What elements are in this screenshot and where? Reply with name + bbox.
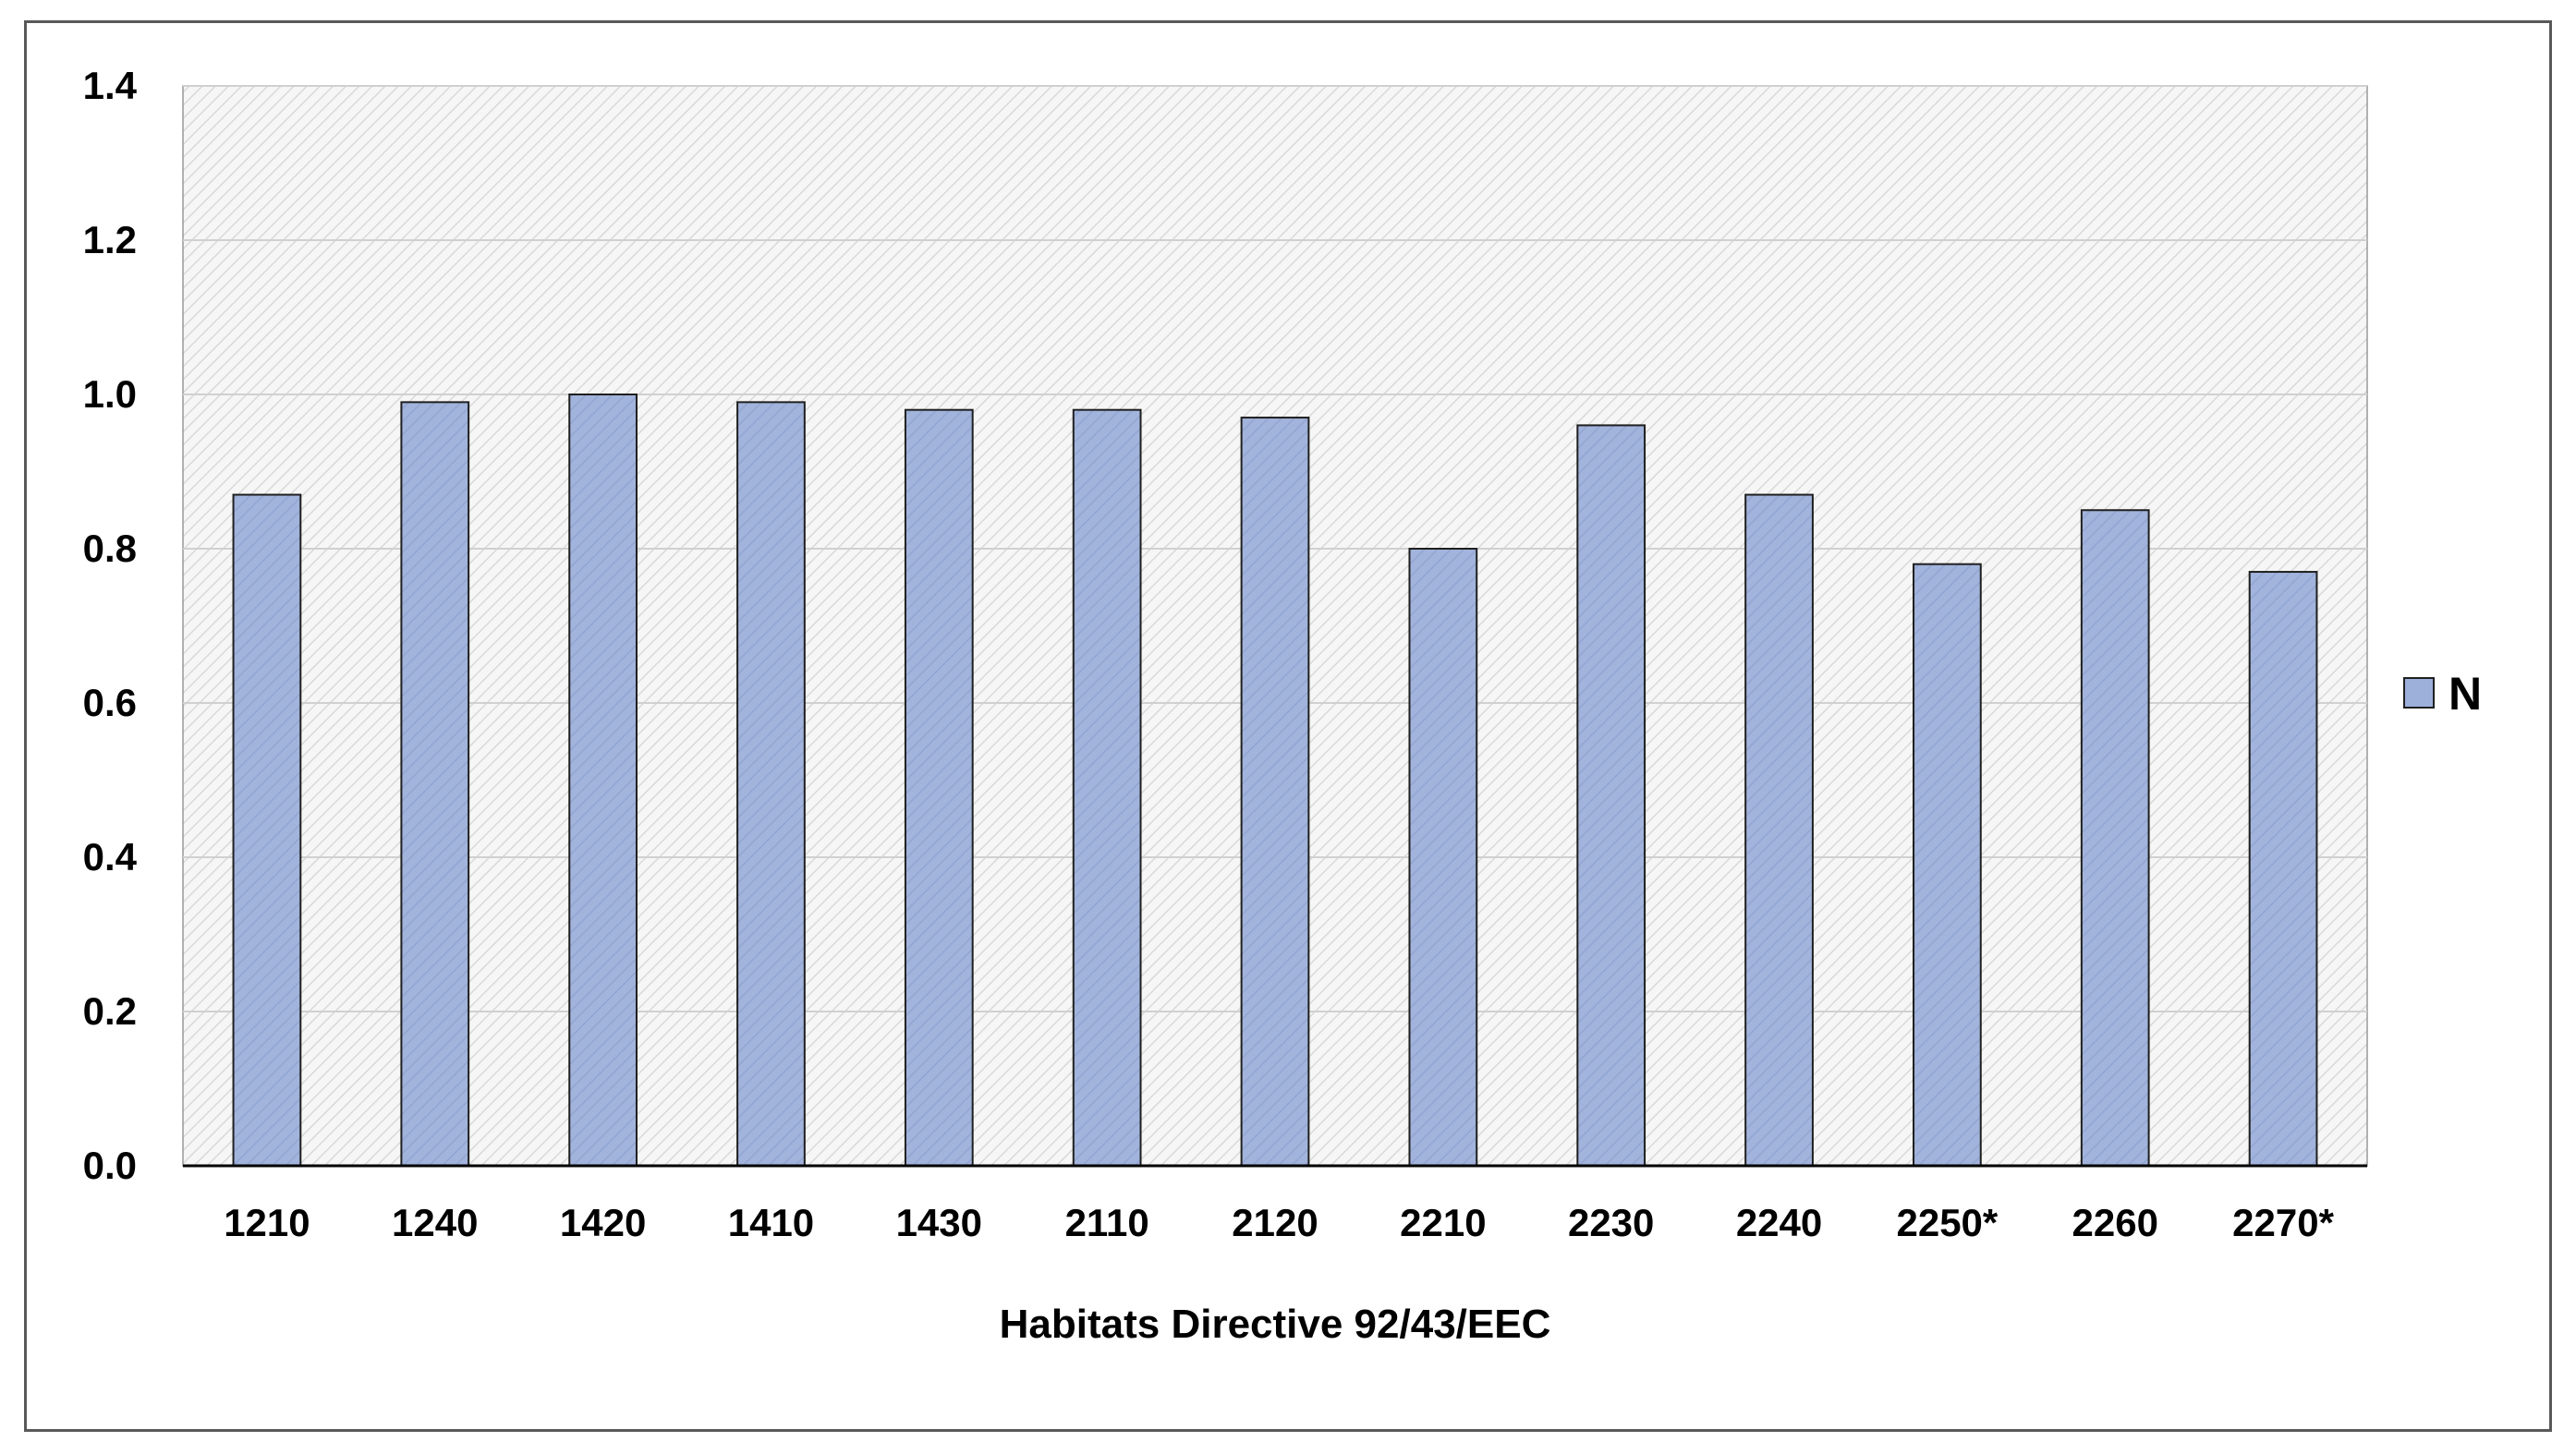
x-tick-label: 1240 [392, 1201, 478, 1244]
x-axis-tick-labels: 1210 1240 1420 1410 1430 2110 2120 2210 2230 2240… [224, 1201, 2334, 1244]
y-tick-label: 0.6 [83, 681, 137, 724]
bar-2250-star [1913, 563, 1982, 1167]
bar-2110 [1072, 408, 1142, 1167]
x-tick-label: 2270* [2232, 1201, 2334, 1244]
x-tick-label: 2250* [1896, 1201, 1998, 1244]
x-tick-label: 2110 [1065, 1201, 1149, 1244]
x-axis-title: Habitats Directive 92/43/EEC [1000, 1302, 1551, 1347]
bar-1420 [568, 394, 638, 1167]
bar-2270-star [2248, 571, 2318, 1167]
legend: N [2403, 668, 2482, 720]
y-tick-label: 0.4 [83, 835, 138, 878]
bar-2230 [1576, 424, 1646, 1167]
bar-1430 [904, 408, 974, 1167]
bar-2120 [1240, 417, 1310, 1167]
x-tick-label: 2120 [1232, 1201, 1318, 1244]
bar-2240 [1744, 493, 1814, 1167]
y-tick-label: 1.0 [83, 372, 137, 416]
y-tick-label: 0.0 [83, 1144, 137, 1187]
x-tick-label: 2230 [1568, 1201, 1654, 1244]
x-tick-label: 2210 [1400, 1201, 1486, 1244]
bar-1210 [232, 493, 302, 1167]
bar-2260 [2080, 509, 2150, 1167]
x-tick-label: 2240 [1736, 1201, 1822, 1244]
legend-label-n: N [2448, 668, 2482, 720]
bar-2210 [1408, 548, 1478, 1167]
x-tick-label: 2260 [2072, 1201, 2158, 1244]
y-tick-label: 0.2 [83, 989, 137, 1033]
y-tick-label: 0.8 [83, 527, 137, 570]
y-tick-label: 1.4 [83, 64, 138, 107]
y-axis-tick-labels: 0.0 0.2 0.4 0.6 0.8 1.0 1.2 1.4 [83, 64, 138, 1187]
legend-swatch [2403, 677, 2435, 709]
bar-1240 [400, 401, 470, 1168]
x-tick-label: 1430 [896, 1201, 982, 1244]
bars [232, 394, 2318, 1168]
x-tick-label: 1420 [560, 1201, 646, 1244]
bar-1410 [736, 401, 806, 1168]
x-tick-label: 1410 [728, 1201, 814, 1244]
y-tick-label: 1.2 [83, 218, 137, 261]
x-tick-label: 1210 [224, 1201, 310, 1244]
